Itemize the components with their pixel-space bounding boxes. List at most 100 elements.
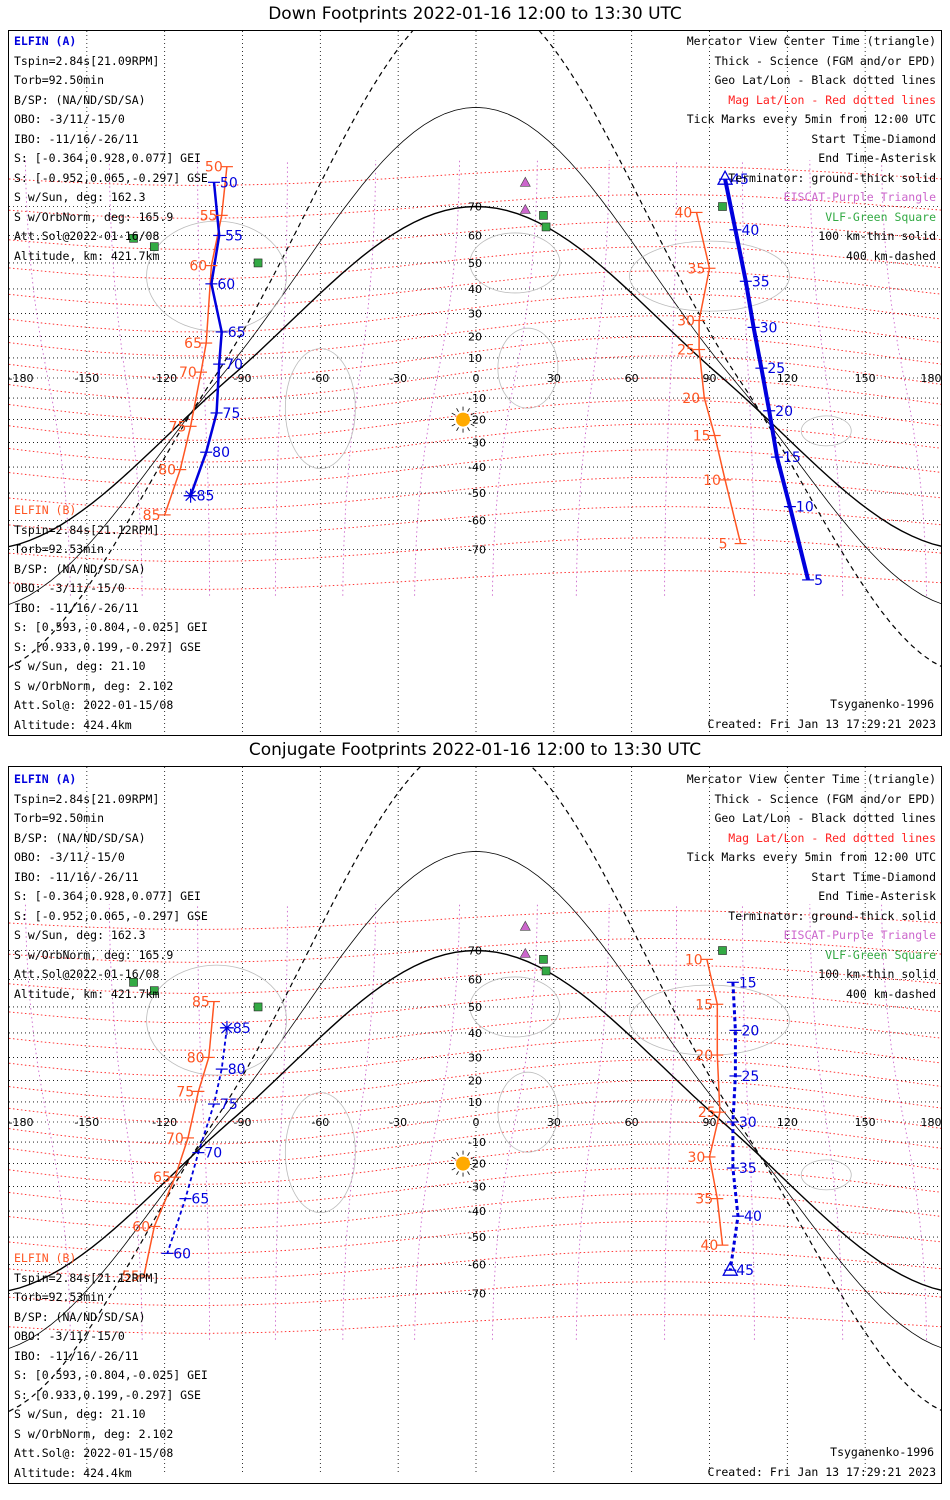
legend-item: VLF-Green Square bbox=[825, 947, 936, 962]
mag-lat-line bbox=[9, 1014, 941, 1051]
info-line: S: [0.933,0.199,-0.297] GSE bbox=[14, 639, 201, 654]
elfin-a-track bbox=[728, 982, 740, 1271]
mag-lat-line bbox=[9, 506, 941, 536]
terminator-100km bbox=[9, 850, 941, 1349]
elfin-a-mag-tick-label: 30 bbox=[688, 1150, 706, 1166]
map-panel-conjugate: -180 -150 -120 -90 -60 -30 0 30 60 90 120 150 180 70 6… bbox=[8, 766, 942, 1484]
mag-lon-line bbox=[342, 160, 377, 596]
elfin-b-mag-tick-label: 65 bbox=[184, 336, 202, 352]
sun-ray bbox=[451, 412, 456, 416]
legend-item: End Time-Asterisk bbox=[818, 889, 936, 903]
end-time-asterisk-icon bbox=[185, 490, 196, 502]
elfin-b-track bbox=[166, 1027, 228, 1254]
info-line: Altitude, km: 421.7km bbox=[14, 248, 160, 263]
elfin-b-tick-label: 70 bbox=[225, 357, 243, 373]
mag-lat-line bbox=[9, 399, 941, 441]
lon-tick-label: -60 bbox=[311, 1116, 329, 1129]
mag-lat-line bbox=[9, 355, 941, 401]
vlf-square-icon bbox=[718, 202, 727, 211]
mag-lon-line bbox=[491, 904, 538, 1340]
info-line: Altitude: 424.4km bbox=[14, 1465, 132, 1480]
mag-lat-line bbox=[9, 1079, 941, 1123]
coastline bbox=[497, 327, 559, 409]
sun-ray bbox=[451, 423, 456, 427]
info-line: S: [-0.364,0.928,0.077] GEI bbox=[14, 151, 201, 165]
mag-lon-line bbox=[197, 160, 211, 596]
elfin-a-mag-tick-label: 15 bbox=[693, 429, 711, 445]
sun-ray bbox=[451, 1156, 456, 1160]
sun-ray bbox=[467, 427, 470, 432]
created-timestamp: Created: Fri Jan 13 17:29:21 2023 bbox=[707, 717, 936, 731]
elfin-a-tick-label: 30 bbox=[760, 320, 778, 336]
vlf-square-icon bbox=[129, 977, 138, 987]
lat-tick-label: 40 bbox=[468, 283, 482, 296]
legend-item: Terminator: ground-thick solid bbox=[728, 908, 936, 923]
lon-tick-label: -30 bbox=[389, 1116, 407, 1129]
lat-tick-label: 40 bbox=[468, 1027, 482, 1040]
elfin-b-mag-tick-label: 70 bbox=[166, 1131, 184, 1147]
lon-tick-label: -150 bbox=[74, 1116, 99, 1129]
info-line: Torb=92.53min bbox=[14, 1290, 105, 1304]
info-line: B/SP: (NA/ND/SD/SA) bbox=[14, 1309, 146, 1324]
mag-lon-line bbox=[664, 160, 678, 596]
legend-item: Start Time-Diamond bbox=[811, 869, 936, 884]
elfin-a-label: ELFIN (A) bbox=[14, 34, 77, 48]
info-line: B/SP: (NA/ND/SD/SA) bbox=[14, 830, 146, 845]
elfin-b-tick-label: 65 bbox=[228, 325, 246, 341]
coastline bbox=[469, 976, 561, 1038]
lat-tick-label: 70 bbox=[468, 945, 482, 958]
legend-item: Mercator View Center Time (triangle) bbox=[686, 772, 936, 786]
elfin-a-tick-label: 20 bbox=[741, 1023, 759, 1039]
sun-ray bbox=[467, 408, 470, 412]
created-timestamp: Created: Fri Jan 13 17:29:21 2023 bbox=[707, 1465, 936, 1479]
info-line: OBO: -3/11/-15/0 bbox=[14, 581, 125, 595]
mag-lat-line bbox=[9, 1037, 941, 1077]
legend-item: End Time-Asterisk bbox=[818, 151, 936, 165]
lon-tick-label: -30 bbox=[389, 372, 407, 385]
legend-item: Tick Marks every 5min from 12:00 UTC bbox=[686, 850, 936, 864]
lat-tick-label: 20 bbox=[468, 330, 482, 343]
elfin-a-tick-label: 45 bbox=[736, 1263, 754, 1279]
legend-item: Mercator View Center Time (triangle) bbox=[686, 34, 936, 48]
lon-tick-label: 180 bbox=[921, 372, 942, 385]
elfin-b-mag-tick-label: 60 bbox=[189, 259, 207, 275]
elfin-b-mag-tick-label: 70 bbox=[179, 365, 197, 381]
lon-tick-label: -180 bbox=[9, 1116, 33, 1129]
sun-ray bbox=[470, 1156, 475, 1160]
elfin-a-mag-tick-label: 30 bbox=[677, 313, 695, 329]
mag-lon-line bbox=[741, 160, 755, 596]
lon-tick-label: 30 bbox=[547, 372, 561, 385]
elfin-b-tick-label: 85 bbox=[233, 1021, 251, 1037]
legend-item: Thick - Science (FGM and/or EPD) bbox=[714, 53, 936, 68]
elfin-a-tick-label: 35 bbox=[752, 274, 770, 290]
elfin-b-tick-label: 60 bbox=[217, 277, 235, 293]
elfin-a-mag-tick-label: 10 bbox=[703, 473, 721, 489]
legend-item: 100 km-thin solid bbox=[818, 229, 936, 243]
elfin-a-tick-label: 25 bbox=[767, 361, 785, 377]
eiscat-triangle-icon bbox=[519, 947, 531, 958]
elfin-b-mag-tick-label: 65 bbox=[153, 1170, 171, 1186]
legend-item: Mag Lat/Lon - Red dotted lines bbox=[728, 830, 936, 845]
elfin-b-tick-label: 80 bbox=[212, 445, 230, 461]
elfin-b-label: ELFIN (B) bbox=[14, 1251, 77, 1265]
vlf-square-icon bbox=[541, 222, 551, 232]
info-line: S w/OrbNorm, deg: 2.102 bbox=[14, 678, 174, 693]
info-line: Att.Sol@2022-01-16/08 bbox=[14, 229, 160, 243]
elfin-a-label: ELFIN (A) bbox=[14, 772, 77, 786]
lon-tick-label: 0 bbox=[473, 1116, 480, 1129]
elfin-b-mag-tick-label: 75 bbox=[176, 1084, 194, 1100]
vlf-square-icon bbox=[541, 966, 551, 976]
info-line: Att.Sol@2022-01-16/08 bbox=[14, 967, 160, 981]
lat-tick-label: -10 bbox=[468, 392, 486, 405]
eiscat-triangle-icon bbox=[519, 176, 531, 187]
elfin-a-mag-tick-label: 5 bbox=[719, 537, 728, 553]
terminator-ground bbox=[9, 205, 941, 548]
legend: Mercator View Center Time (triangle) Thi… bbox=[687, 32, 936, 266]
mag-lat-line bbox=[9, 1193, 941, 1230]
elfin-b-tick-label: 65 bbox=[191, 1192, 209, 1208]
elfin-b-tick-label: 50 bbox=[220, 175, 238, 191]
elfin-a-mag-track bbox=[695, 212, 742, 544]
info-line: S: [0.933,0.199,-0.297] GSE bbox=[14, 1387, 201, 1402]
elfin-a-tick-label: 10 bbox=[796, 500, 814, 516]
elfin-a-mag-tick-label: 20 bbox=[695, 1048, 713, 1064]
